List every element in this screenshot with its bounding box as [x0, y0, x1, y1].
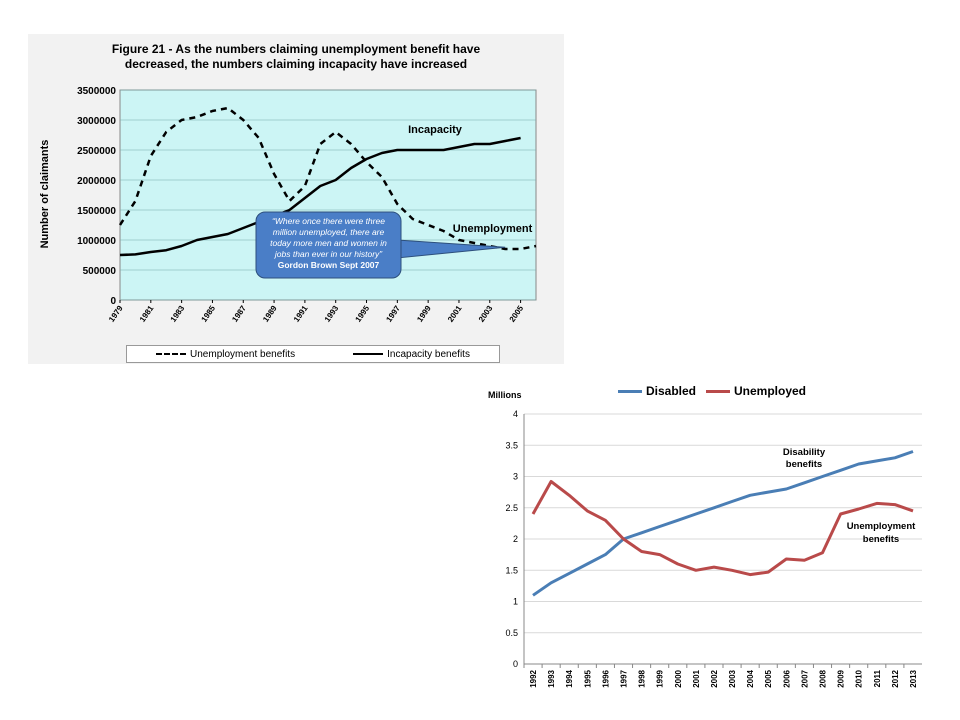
x-tick-label: 1981: [138, 304, 156, 324]
series-line-unemployed: [531, 480, 914, 577]
annotation-incapacity: Incapacity: [408, 124, 463, 136]
callout-quote-line: “Where once there were three: [272, 216, 385, 226]
x-tick-label: 2008: [819, 669, 828, 687]
x-tick-label: 1995: [354, 304, 372, 324]
y-axis-label: Number of claimants: [39, 140, 51, 249]
chart-title: Figure 21 - As the numbers claiming unem…: [28, 42, 564, 72]
x-tick-label: 1997: [384, 304, 402, 324]
x-tick-label: 1992: [529, 669, 538, 687]
x-tick-label: 1998: [638, 669, 647, 687]
y-tick-label: 2500000: [77, 146, 116, 157]
y-tick-label: 2000000: [77, 176, 116, 187]
annotation-unemployment: Unemployment: [453, 223, 533, 235]
x-tick-label: 1993: [547, 669, 556, 687]
y-tick-label: 0: [513, 659, 518, 669]
chart-1-svg: Number of claimants 0 500000 1000000 150000…: [39, 86, 537, 324]
annotation-disability: benefits: [786, 459, 822, 470]
callout-author: Gordon Brown Sept 2007: [278, 260, 380, 270]
y-tick-label: 3.5: [505, 440, 518, 450]
x-tick-label: 1985: [200, 304, 218, 324]
y-tick-label: 1500000: [77, 206, 116, 217]
chart-panel-disabled-unemployed: Disabled Unemployed Millions 0 0.5 1 1.5 2 2.…: [482, 376, 942, 720]
x-tick-label: 1991: [292, 304, 310, 324]
y-tick-label: 0: [110, 296, 116, 307]
x-tick-label: 2003: [728, 669, 737, 687]
legend-swatch-solid: [353, 353, 384, 355]
legend-item-incapacity: Incapacity benefits: [353, 349, 470, 360]
x-tick-label: 2005: [764, 669, 773, 687]
x-tick-label: 2003: [477, 304, 495, 324]
x-tick-label: 1987: [230, 304, 248, 324]
y-tick-label: 0.5: [505, 628, 518, 638]
x-tick-label: 2000: [674, 669, 683, 687]
legend-swatch-unemployed: [706, 389, 730, 393]
y-tick-label: 1.5: [505, 565, 518, 575]
x-tick-label: 1999: [415, 304, 433, 324]
x-tick-label: 1993: [323, 304, 341, 324]
y-tick-label: 4: [513, 409, 518, 419]
callout-bubble: [255, 211, 402, 279]
callout-quote-line: million unemployed, there are: [273, 227, 385, 237]
callout-quote-line: today more men and women in: [270, 238, 387, 248]
x-tick-label: 2013: [909, 669, 918, 687]
legend-label: Disabled: [645, 384, 696, 398]
y-tick-label: 500000: [83, 266, 117, 277]
legend-item-disabled: Disabled: [617, 384, 696, 398]
chart-2-svg: Millions 0 0.5 1 1.5 2 2.5 3 3.5 4 1992 1993 1994 19…: [488, 390, 922, 688]
x-tick-label: 1995: [583, 669, 592, 687]
x-tick-label: 2001: [446, 304, 464, 324]
x-tick-label: 2011: [873, 669, 882, 687]
y-tick-label: 3: [513, 472, 518, 482]
x-tick-label: 2009: [837, 669, 846, 687]
x-tick-label: 2007: [800, 669, 809, 687]
y-tick-label: 3000000: [77, 116, 116, 127]
annotation-unemployment: Unemployment: [847, 521, 916, 532]
legend-swatch-disabled: [617, 389, 642, 393]
x-tick-label: 1997: [620, 669, 629, 687]
legend-label: Incapacity benefits: [387, 348, 470, 360]
x-tick-label: 1983: [169, 304, 187, 324]
series-line-incapacity: [119, 136, 521, 257]
x-tick-label: 2012: [891, 669, 900, 687]
y-axis-label: Millions: [488, 390, 522, 400]
series-line-disabled: [532, 450, 914, 597]
x-tick-label: 2006: [782, 669, 791, 687]
legend-item-unemployment: Unemployment benefits: [156, 349, 295, 360]
annotation-disability: Disability: [783, 447, 826, 458]
x-tick-label: 2002: [710, 669, 719, 687]
chart-title-line-2: decreased, the numbers claiming incapaci…: [124, 57, 468, 71]
y-tick-label: 2: [513, 534, 518, 544]
annotation-unemployment: benefits: [863, 534, 899, 545]
chart-title-line-1: Figure 21 - As the numbers claiming unem…: [111, 42, 481, 56]
x-tick-label: 1989: [261, 304, 279, 324]
x-tick-label: 2001: [692, 669, 701, 687]
legend-label: Unemployment benefits: [190, 348, 296, 360]
y-tick-label: 3500000: [77, 86, 116, 97]
x-tick-label: 1994: [565, 669, 574, 687]
legend: Disabled Unemployed: [482, 384, 942, 398]
legend-item-unemployed: Unemployed: [706, 384, 806, 398]
y-tick-label: 1000000: [77, 236, 116, 247]
y-tick-label: 1: [513, 597, 518, 607]
legend-swatch-dashed: [156, 353, 187, 355]
callout-quote-line: jobs than ever in our history”: [274, 249, 383, 259]
y-tick-label: 2.5: [505, 503, 518, 513]
x-tick-label: 1999: [656, 669, 665, 687]
x-tick-label: 2005: [508, 304, 526, 324]
chart-panel-figure-21: Figure 21 - As the numbers claiming unem…: [28, 34, 564, 364]
x-tick-label: 1996: [601, 669, 610, 687]
x-tick-label: 2010: [855, 669, 864, 687]
legend-label: Unemployed: [734, 384, 807, 398]
legend: Unemployment benefits Incapacity benefit…: [126, 345, 500, 363]
x-tick-label: 2004: [746, 669, 755, 687]
